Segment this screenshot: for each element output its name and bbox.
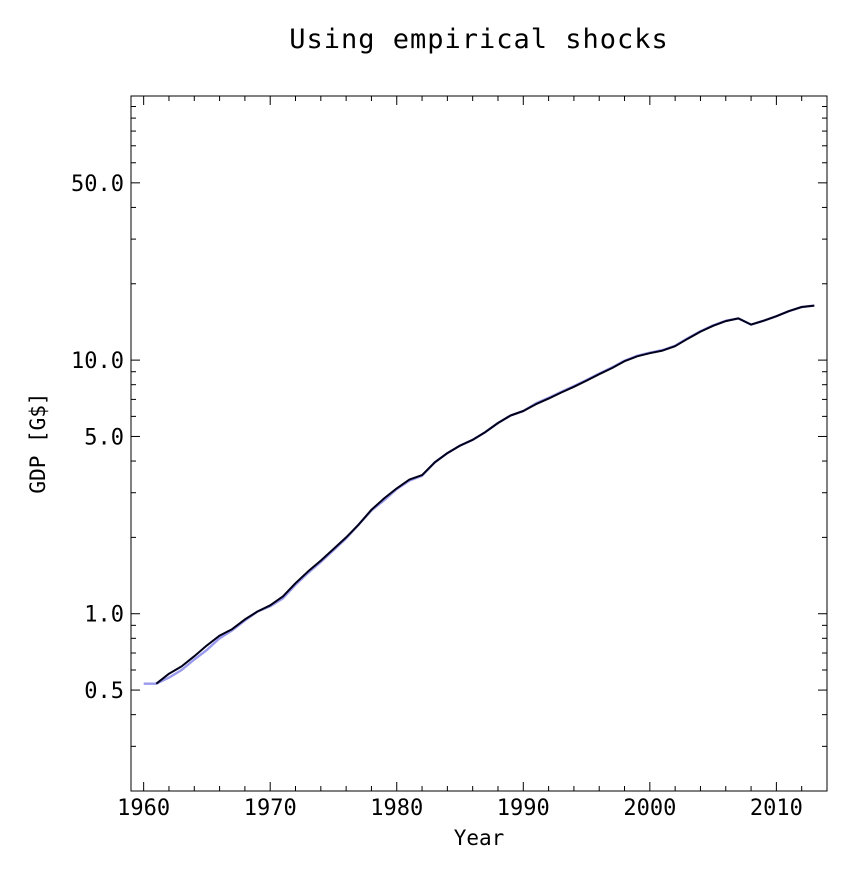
lines-layer	[143, 304, 815, 685]
y-tick-label: 10.0	[71, 349, 124, 374]
x-tick-label: 1970	[244, 796, 297, 821]
y-tick-label: 0.5	[84, 679, 124, 704]
y-tick-label: 50.0	[71, 172, 124, 197]
chart-title: Using empirical shocks	[289, 24, 669, 55]
x-tick-label: 1960	[117, 796, 170, 821]
x-tick-label: 1980	[370, 796, 423, 821]
labels-layer: 1960 1970 1980 1990 2000 2010 0.5 1.0 5.0 10.0 50.…	[71, 172, 803, 821]
ticks-layer	[131, 96, 828, 792]
series-line-model	[155, 304, 815, 685]
x-axis-title: Year	[454, 826, 505, 850]
x-tick-label: 2000	[623, 796, 676, 821]
x-tick-label: 1990	[497, 796, 550, 821]
y-tick-label: 5.0	[84, 425, 124, 450]
series-line-empirical	[143, 304, 815, 685]
x-tick-label: 2010	[750, 796, 803, 821]
y-tick-label: 1.0	[84, 603, 124, 628]
plot-frame	[130, 95, 828, 792]
y-axis-title: GDP [G$]	[26, 392, 50, 493]
